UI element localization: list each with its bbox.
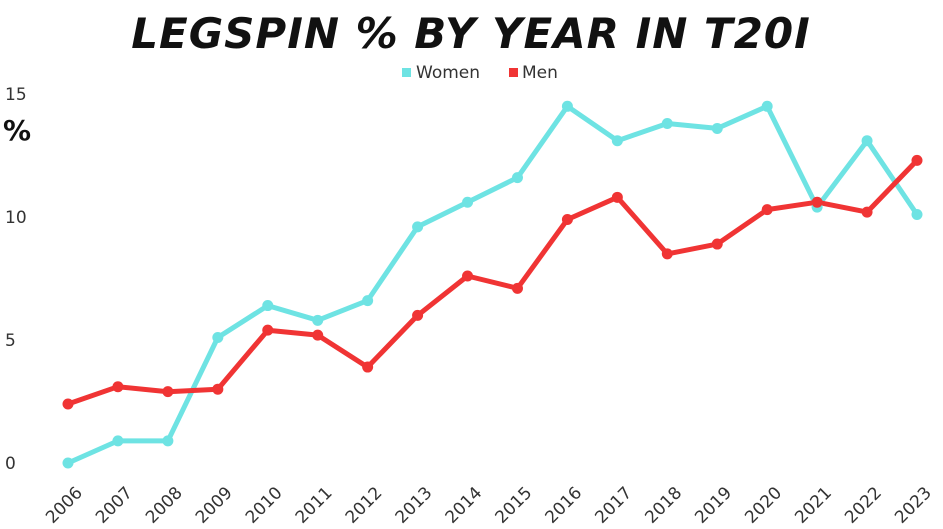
- data-point-men: [112, 381, 124, 393]
- data-point-men: [312, 329, 324, 341]
- x-tick-label: 2016: [542, 483, 587, 528]
- data-point-women: [911, 209, 923, 221]
- x-tick-label: 2019: [691, 483, 736, 528]
- data-point-women: [62, 457, 74, 469]
- data-point-women: [262, 300, 274, 312]
- x-tick-label: 2010: [242, 483, 287, 528]
- x-tick-label: 2012: [342, 483, 387, 528]
- x-axis: 2006 2007 2008 2009 2010 2011 2012 2013 2014 2015…: [42, 483, 936, 528]
- legend-swatch-men: [509, 68, 518, 77]
- data-point-women: [412, 221, 424, 233]
- x-tick-label: 2014: [442, 483, 487, 528]
- data-point-men: [911, 154, 923, 166]
- x-tick-label: 2022: [841, 483, 886, 528]
- x-tick-label: 2013: [392, 483, 437, 528]
- x-tick-label: 2009: [192, 483, 237, 528]
- data-point-men: [861, 206, 873, 218]
- data-point-men: [611, 191, 623, 203]
- x-tick-label: 2021: [791, 483, 836, 528]
- y-tick-label: 15: [5, 85, 27, 105]
- y-tick-label: 5: [5, 331, 16, 351]
- data-point-men: [511, 282, 523, 294]
- data-point-women: [162, 435, 174, 447]
- chart-title: LEGSPIN % BY YEAR IN T20I: [131, 9, 811, 58]
- series-line-women: [65, 103, 920, 466]
- y-tick-label: 0: [5, 454, 16, 474]
- data-point-men: [711, 238, 723, 250]
- legend-swatch-women: [402, 68, 411, 77]
- series-points: [62, 100, 923, 469]
- data-point-women: [212, 332, 224, 344]
- legend: Women Men: [402, 63, 558, 83]
- x-tick-label: 2018: [641, 483, 686, 528]
- data-point-men: [162, 386, 174, 398]
- data-point-men: [362, 361, 374, 373]
- y-axis: 0 5 10 15: [5, 85, 27, 474]
- data-point-women: [511, 172, 523, 184]
- x-tick-label: 2020: [741, 483, 786, 528]
- series-lines: [65, 103, 920, 466]
- data-point-men: [262, 324, 274, 336]
- data-point-women: [112, 435, 124, 447]
- data-point-women: [711, 122, 723, 134]
- data-point-men: [761, 204, 773, 216]
- series-line-men: [65, 157, 920, 407]
- y-tick-label: 10: [5, 208, 27, 228]
- data-point-men: [62, 398, 74, 410]
- data-point-women: [561, 100, 573, 112]
- data-point-women: [761, 100, 773, 112]
- data-point-men: [412, 309, 424, 321]
- legend-label-women: Women: [416, 63, 480, 83]
- x-tick-label: 2008: [142, 483, 187, 528]
- data-point-women: [661, 118, 673, 130]
- data-point-men: [661, 248, 673, 260]
- y-axis-label: %: [3, 114, 31, 147]
- x-tick-label: 2017: [591, 483, 636, 528]
- data-point-women: [362, 295, 374, 307]
- x-tick-label: 2007: [92, 483, 137, 528]
- data-point-women: [312, 314, 324, 326]
- x-tick-label: 2023: [891, 483, 936, 528]
- data-point-men: [212, 383, 224, 395]
- data-point-men: [462, 270, 474, 282]
- x-tick-label: 2011: [292, 483, 337, 528]
- data-point-men: [811, 196, 823, 208]
- legend-label-men: Men: [522, 63, 558, 83]
- data-point-men: [561, 213, 573, 225]
- data-point-women: [611, 135, 623, 147]
- data-point-women: [462, 196, 474, 208]
- x-tick-label: 2015: [492, 483, 537, 528]
- x-tick-label: 2006: [42, 483, 87, 528]
- data-point-women: [861, 135, 873, 147]
